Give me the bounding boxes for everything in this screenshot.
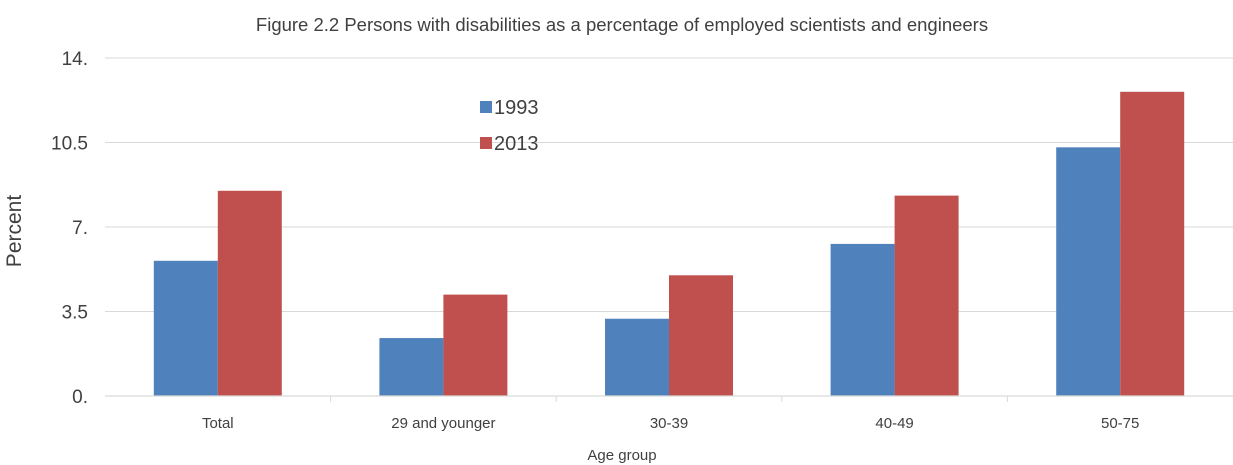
bars <box>153 91 1185 397</box>
y-tick-label: 7. <box>72 218 88 239</box>
legend-swatch-1993 <box>480 101 492 113</box>
bar-1993-5 <box>1056 147 1121 396</box>
x-axis-label: Age group <box>587 447 656 464</box>
bar-2013-5 <box>1120 91 1185 397</box>
y-tick-label: 3.5 <box>62 303 88 324</box>
bar-1993-4 <box>830 243 895 396</box>
bar-2013-3 <box>669 275 733 396</box>
x-tick-label: 50-75 <box>1101 415 1139 432</box>
x-tick-label: 29 and younger <box>391 415 495 432</box>
y-axis-label: Percent <box>3 195 26 268</box>
bar-1993-1 <box>153 260 218 396</box>
bar-2013-4 <box>894 195 959 396</box>
y-tick-label: 0. <box>72 387 88 408</box>
y-tick-label: 14. <box>62 49 88 70</box>
bar-2013-1 <box>217 190 282 396</box>
legend: 1993 2013 <box>480 97 539 155</box>
x-tick-label: 30-39 <box>650 415 688 432</box>
chart-title: Figure 2.2 Persons with disabilities as … <box>256 14 988 35</box>
legend-label-2013: 2013 <box>494 133 539 155</box>
legend-label-1993: 1993 <box>494 97 539 119</box>
bar-2013-2 <box>443 294 508 396</box>
y-tick-label: 10.5 <box>51 134 88 155</box>
x-tick-label: 40-49 <box>875 415 913 432</box>
x-tick-label: Total <box>202 415 234 432</box>
axes: 0. 3.5 7. 10.5 14. Total 29 and younger 30-39 40… <box>51 49 1233 432</box>
legend-swatch-2013 <box>480 137 492 149</box>
bar-1993-2 <box>379 338 444 396</box>
bar-1993-3 <box>605 318 669 396</box>
